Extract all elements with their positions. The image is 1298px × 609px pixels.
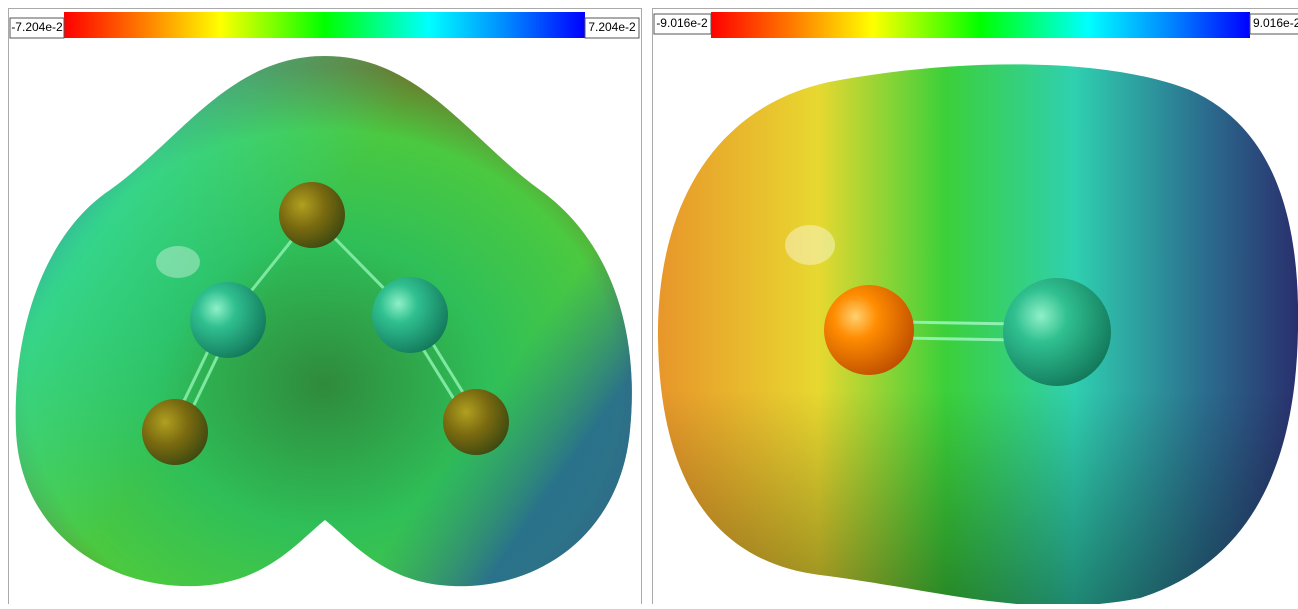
atom — [443, 389, 509, 455]
color-scale — [64, 12, 585, 38]
highlight — [156, 246, 200, 278]
color-scale — [711, 12, 1250, 38]
scale-min: -9.016e-2 — [656, 16, 708, 30]
atom — [372, 277, 448, 353]
visualization: -7.204e-2 7.204e-2 -9.016e-2 9.016e-2 — [0, 0, 1298, 604]
potential-surface — [658, 64, 1298, 604]
bond — [900, 322, 1020, 324]
scale-min: -7.204e-2 — [11, 20, 63, 34]
bond — [900, 338, 1020, 340]
atom — [824, 285, 914, 375]
scale-max: 9.016e-2 — [1253, 16, 1298, 30]
highlight — [785, 225, 835, 265]
surface-shade — [658, 64, 1298, 604]
page: -7.204e-2 7.204e-2 -9.016e-2 9.016e-2 ((… — [0, 0, 1298, 604]
scale-max: 7.204e-2 — [588, 20, 636, 34]
atom — [1003, 278, 1111, 386]
atom — [190, 282, 266, 358]
atom — [142, 399, 208, 465]
atom — [279, 182, 345, 248]
